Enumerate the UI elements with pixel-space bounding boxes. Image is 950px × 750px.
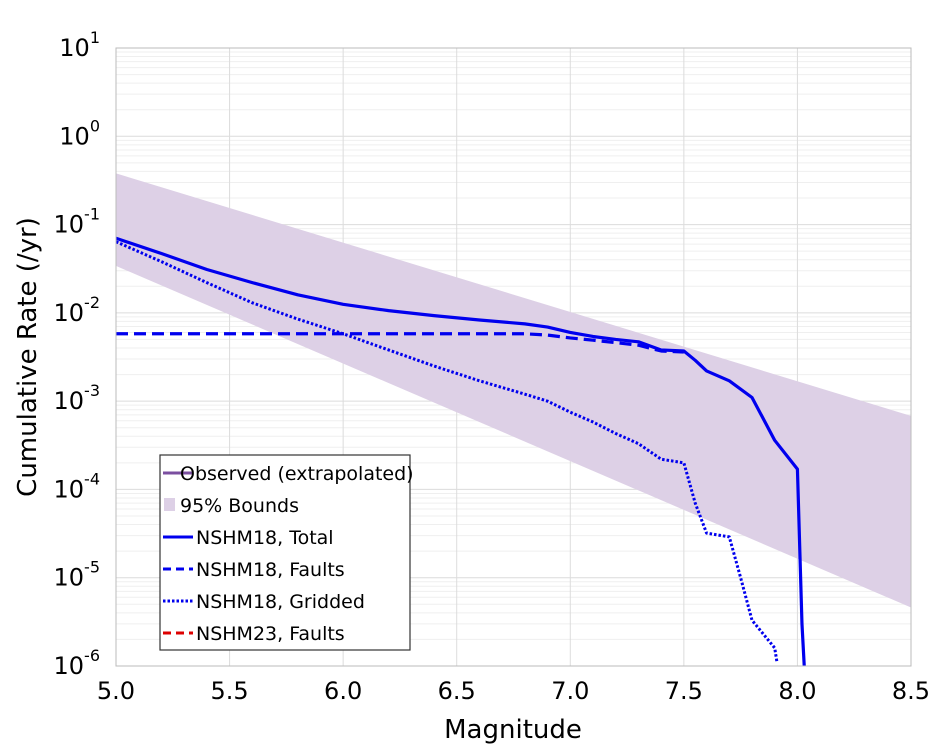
legend-label: 95% Bounds — [180, 495, 299, 517]
y-tick-label: 100 — [59, 116, 100, 150]
x-tick-label: 7.0 — [551, 677, 589, 705]
x-axis-label: Magnitude — [444, 715, 582, 745]
x-tick-label: 8.5 — [892, 677, 930, 705]
series-nshm18-gridded — [116, 240, 779, 663]
legend-label: Observed (extrapolated) — [180, 463, 414, 485]
y-tick-label: 10-2 — [54, 293, 101, 327]
y-tick-label: 10-4 — [54, 469, 101, 503]
legend-swatch — [164, 498, 175, 511]
y-tick-label: 10-6 — [54, 646, 101, 680]
x-tick-label: 8.0 — [778, 677, 816, 705]
x-tick-label: 6.5 — [438, 677, 476, 705]
plot-area — [116, 173, 911, 666]
y-tick-label: 10-5 — [54, 558, 101, 592]
y-axis-label: Cumulative Rate (/yr) — [13, 217, 43, 497]
x-tick-label: 6.0 — [324, 677, 362, 705]
x-tick-label: 7.5 — [665, 677, 703, 705]
legend-box — [159, 454, 411, 651]
y-tick-label: 10-3 — [54, 381, 101, 415]
series-nshm18-faults — [116, 332, 684, 354]
x-tick-label: 5.5 — [210, 677, 248, 705]
series-nshm18-total — [116, 236, 806, 666]
x-tick-label: 5.0 — [97, 677, 135, 705]
y-tick-label: 10-1 — [54, 205, 101, 239]
legend-label: NSHM18, Total — [196, 527, 334, 549]
legend-label: NSHM18, Faults — [196, 559, 345, 581]
legend: Observed (extrapolated) 95% Bounds NSHM18,… — [159, 454, 414, 651]
x-axis-ticks: 5.0 5.5 6.0 6.5 7.0 7.5 8.0 8.5 — [97, 677, 930, 705]
legend-label: NSHM18, Gridded — [196, 591, 365, 613]
legend-label: NSHM23, Faults — [196, 623, 345, 645]
plot-frame — [115, 47, 912, 667]
y-tick-label: 101 — [59, 28, 100, 62]
y-axis-ticks: 101 100 10-1 10-2 10-3 10-4 10-5 10-6 — [54, 28, 101, 680]
